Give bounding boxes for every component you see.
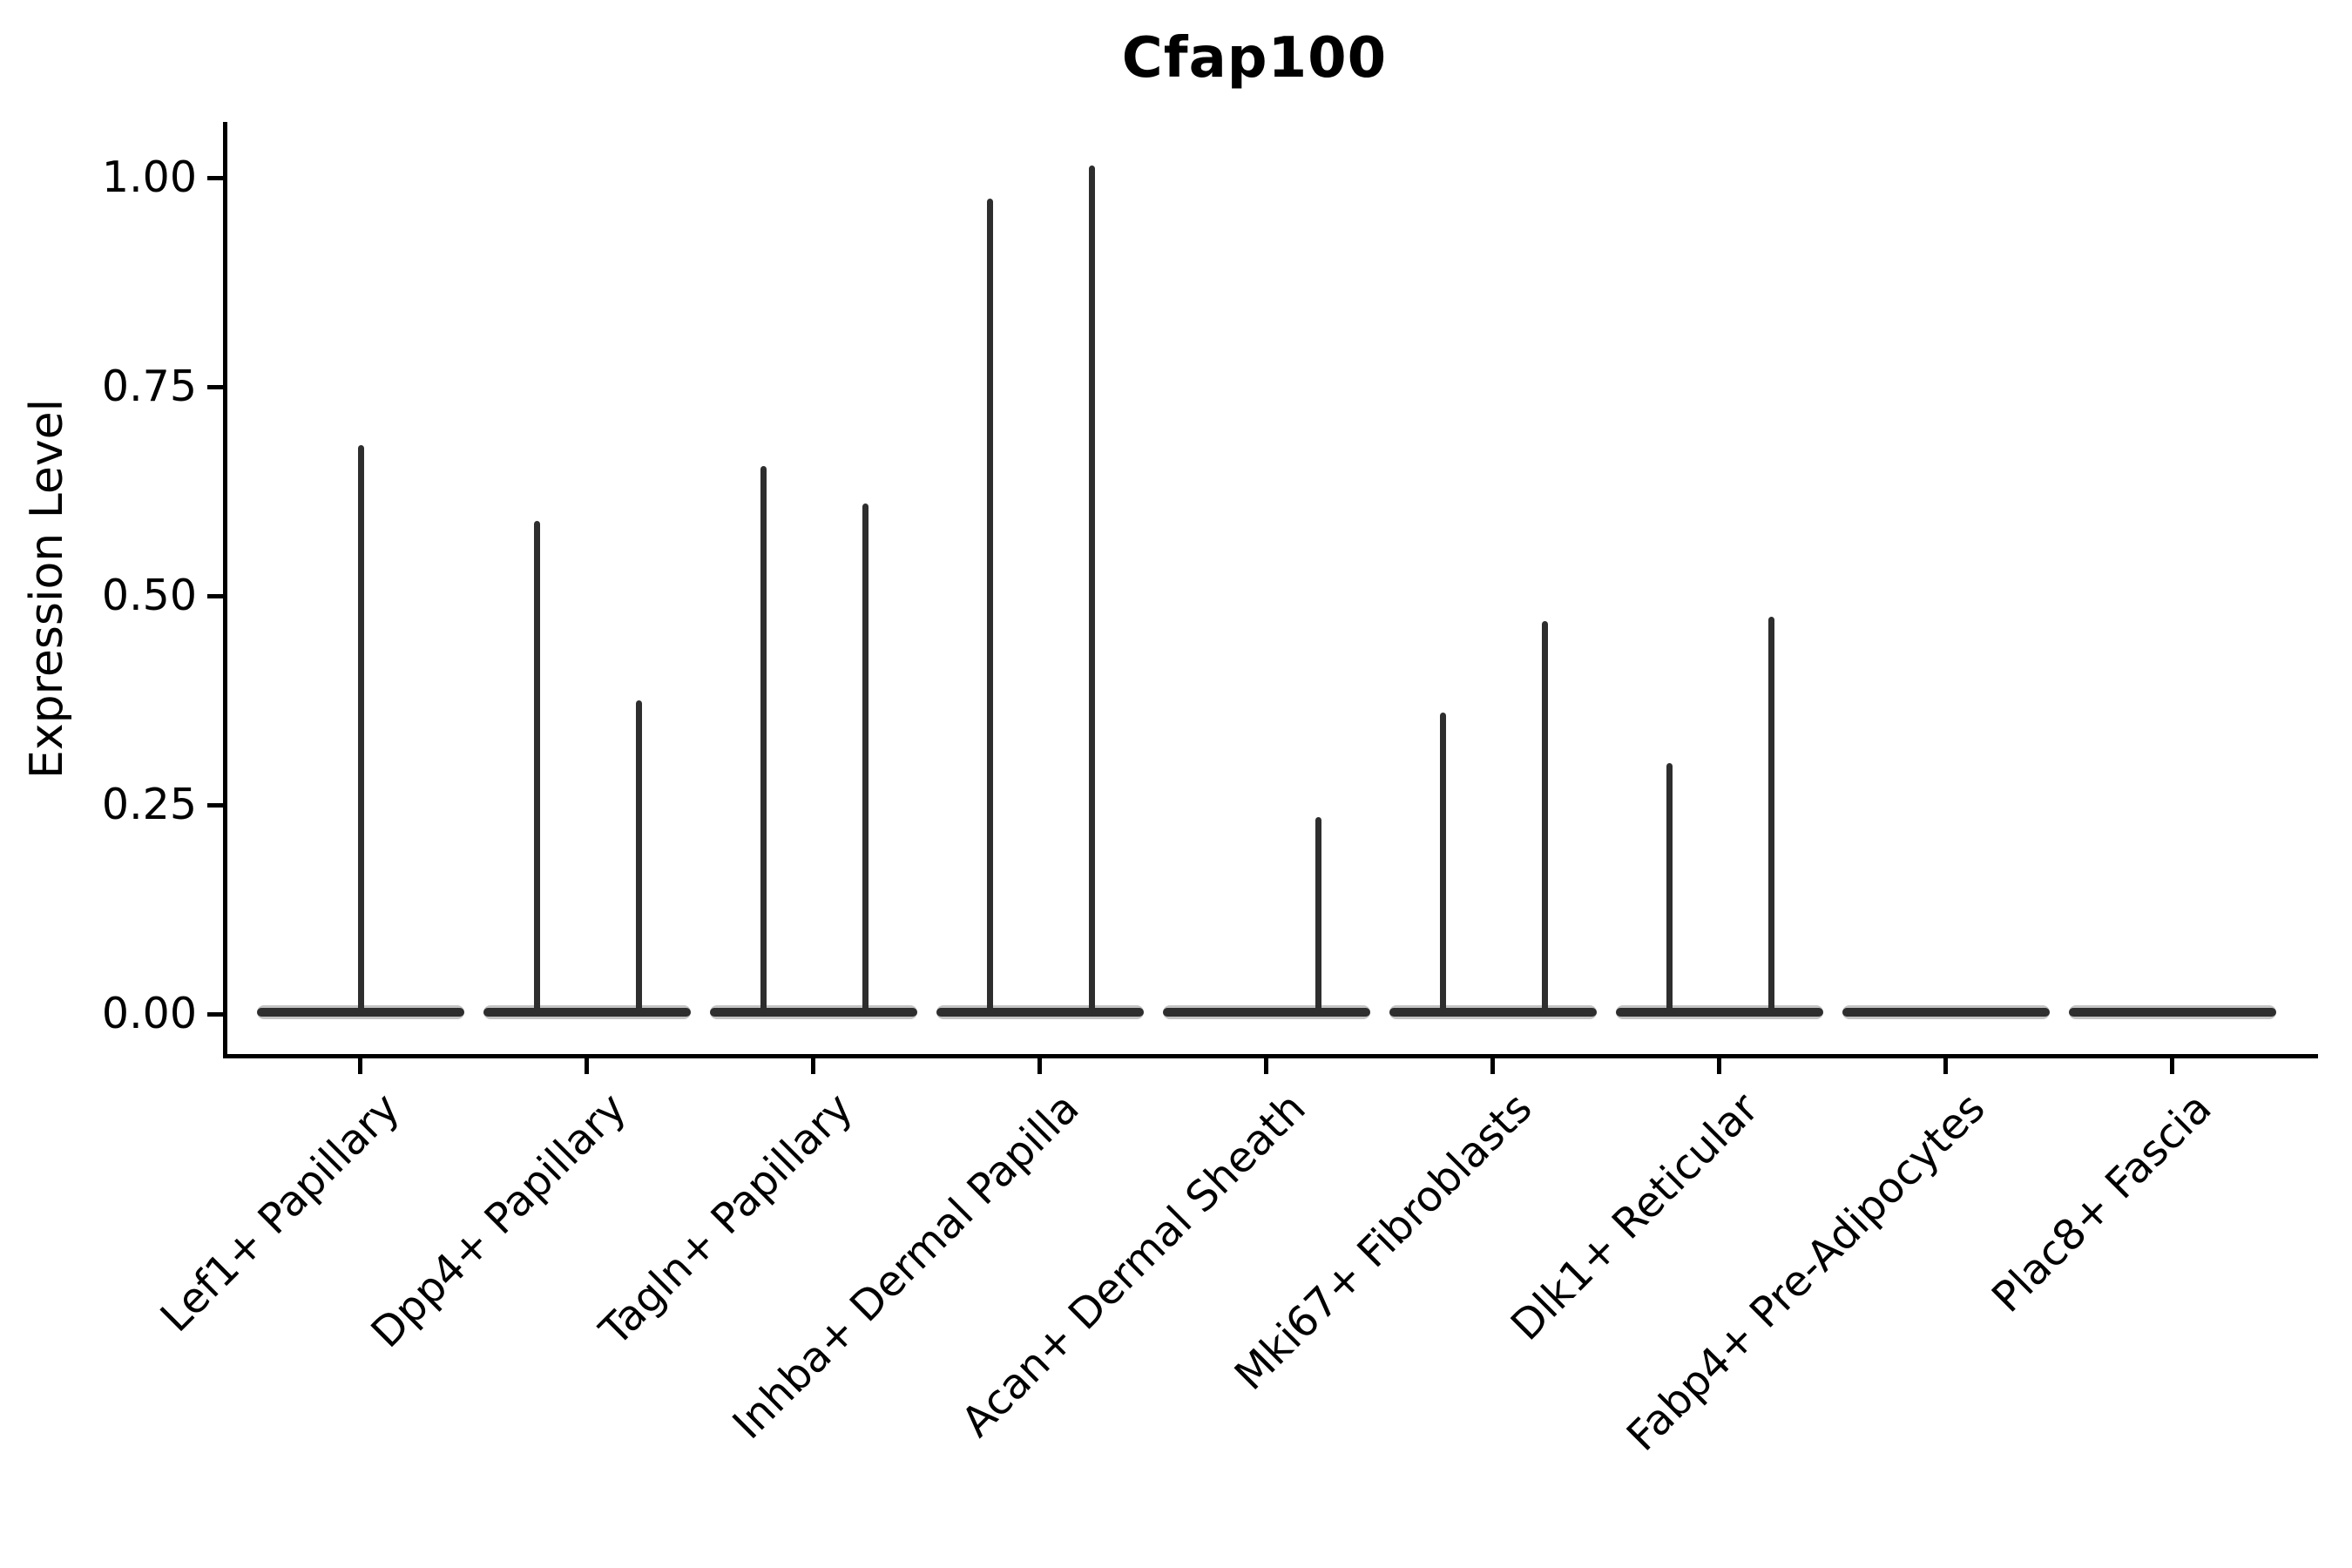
violin-zero-line bbox=[1842, 1008, 2050, 1017]
y-axis-spine bbox=[223, 122, 227, 1058]
x-tick-label: Plac8+ Fascia bbox=[1983, 1084, 2221, 1322]
violin-zero-line bbox=[1389, 1008, 1597, 1017]
violin-zero-line bbox=[1163, 1008, 1370, 1017]
violin-max-spike bbox=[987, 199, 993, 1010]
x-tick-mark bbox=[1943, 1058, 1948, 1074]
violin-max-spike bbox=[358, 445, 364, 1010]
x-tick-label: Dlk1+ Reticular bbox=[1501, 1084, 1768, 1350]
violin-max-spike bbox=[760, 466, 767, 1010]
violin-max-spike bbox=[636, 700, 642, 1010]
violin-zero-line bbox=[257, 1008, 464, 1017]
violin-max-spike bbox=[534, 521, 540, 1010]
x-tick-label: Fabp4+ Pre-Adipocytes bbox=[1617, 1084, 1995, 1461]
chart-title: Cfap100 bbox=[1121, 26, 1388, 91]
y-tick-label: 0.50 bbox=[101, 571, 197, 620]
violin-max-spike bbox=[1315, 817, 1321, 1010]
y-tick-mark bbox=[207, 594, 223, 598]
y-tick-mark bbox=[207, 176, 223, 180]
violin-zero-line bbox=[710, 1008, 917, 1017]
x-tick-label: Tagln+ Papillary bbox=[590, 1084, 862, 1355]
violin-max-spike bbox=[1666, 763, 1673, 1010]
x-tick-mark bbox=[1037, 1058, 1042, 1074]
x-tick-label: Lef1+ Papillary bbox=[151, 1084, 409, 1342]
violin-max-spike bbox=[862, 504, 868, 1010]
y-tick-label: 0.75 bbox=[101, 362, 197, 411]
x-tick-mark bbox=[585, 1058, 589, 1074]
violin-zero-line bbox=[2069, 1008, 2276, 1017]
x-tick-mark bbox=[358, 1058, 362, 1074]
violin-max-spike bbox=[1542, 621, 1548, 1010]
violin-zero-line bbox=[936, 1008, 1144, 1017]
y-tick-mark bbox=[207, 803, 223, 808]
y-tick-mark bbox=[207, 385, 223, 389]
x-tick-mark bbox=[2170, 1058, 2174, 1074]
y-tick-label: 0.25 bbox=[101, 780, 197, 829]
violin-max-spike bbox=[1440, 713, 1446, 1010]
violin-max-spike bbox=[1089, 166, 1095, 1010]
violin-zero-line bbox=[483, 1008, 691, 1017]
x-tick-mark bbox=[1264, 1058, 1268, 1074]
y-tick-mark bbox=[207, 1012, 223, 1017]
x-tick-mark bbox=[1717, 1058, 1721, 1074]
y-tick-label: 1.00 bbox=[101, 152, 197, 202]
y-tick-label: 0.00 bbox=[101, 989, 197, 1038]
x-tick-mark bbox=[1490, 1058, 1495, 1074]
violin-max-spike bbox=[1768, 617, 1774, 1010]
x-tick-mark bbox=[811, 1058, 815, 1074]
x-axis-spine bbox=[223, 1054, 2318, 1058]
violin-zero-line bbox=[1616, 1008, 1823, 1017]
